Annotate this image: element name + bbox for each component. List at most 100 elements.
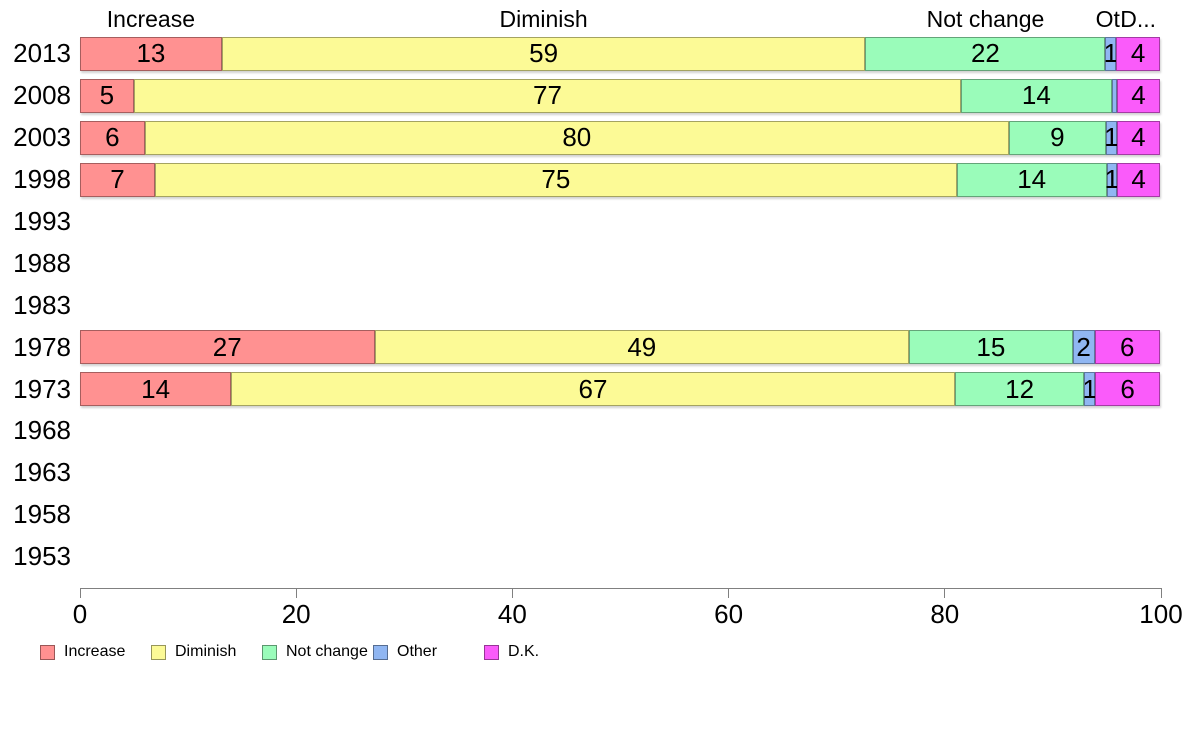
bar-track: 13 59 22 1 4 [80, 36, 1160, 71]
year-label: 1968 [13, 415, 71, 446]
year-label: 1958 [13, 499, 71, 530]
x-axis-tick-label: 20 [281, 599, 311, 629]
legend-swatch-increase [40, 644, 55, 660]
chart-row: 2013 13 59 22 1 4 [0, 33, 1160, 75]
bar-track: 27 49 15 2 6 [80, 330, 1160, 365]
bar-track: 6 80 9 1 4 [80, 120, 1160, 155]
legend-label: Other [397, 643, 438, 660]
bar-segment-other: 1 [1104, 120, 1119, 155]
x-axis-tick [1160, 588, 1162, 598]
bar-segment-other [1111, 78, 1117, 113]
x-axis-tick-label: 60 [714, 599, 744, 629]
bar-segment-diminish: 80 [144, 120, 1009, 155]
legend-item-not-change: Not change [262, 643, 373, 661]
chart-row: 1988 [0, 242, 1160, 284]
x-axis-tick-label: 0 [72, 599, 88, 629]
year-label: 1978 [13, 331, 71, 362]
year-label: 1993 [13, 206, 71, 236]
legend-swatch-d-k- [484, 644, 499, 660]
chart-row: 1983 [0, 284, 1160, 326]
bar-segment-other: 1 [1104, 36, 1118, 71]
bar-segment-d-k-: 4 [1117, 162, 1160, 197]
bar-track [80, 456, 1160, 490]
legend-item-diminish: Diminish [151, 643, 262, 661]
bar-segment-increase: 13 [80, 36, 222, 71]
bar-segment-not-change: 9 [1008, 120, 1106, 155]
bar-segment-diminish: 67 [231, 372, 955, 407]
bar-segment-increase: 6 [80, 120, 145, 155]
year-label: 1988 [13, 247, 71, 278]
bar-track [80, 205, 1160, 239]
bar-segment-diminish: 77 [133, 78, 962, 113]
bar-segment-not-change: 14 [961, 78, 1112, 113]
legend-item-other: Other [373, 643, 484, 661]
legend-item-increase: Increase [40, 643, 151, 661]
bar-segment-other: 2 [1072, 330, 1095, 365]
chart-row: 2008 5 77 14 4 [0, 75, 1160, 117]
legend-swatch-diminish [151, 644, 166, 660]
bar-segment-other: 1 [1083, 372, 1097, 407]
column-header-not-change: Not change [926, 6, 1045, 32]
x-axis-tick-label: 100 [1139, 599, 1183, 629]
bar-segment-d-k-: 6 [1095, 372, 1160, 407]
bar-segment-increase: 14 [80, 372, 232, 407]
chart-row: 1973 14 67 12 1 6 [0, 368, 1160, 410]
bar-segment-increase: 27 [80, 330, 375, 365]
chart-row: 1978 27 49 15 2 6 [0, 326, 1160, 368]
legend-label: Not change [286, 643, 368, 660]
bar-segment-increase: 5 [80, 78, 134, 113]
legend-label: Increase [64, 643, 126, 660]
bar-segment-diminish: 59 [221, 36, 866, 71]
year-label: 1983 [13, 289, 71, 320]
chart-row: 2003 6 80 9 1 4 [0, 117, 1160, 159]
bar-segment-other: 1 [1105, 162, 1119, 197]
column-header-other: Ot. [1095, 6, 1127, 32]
x-axis-tick [944, 588, 946, 598]
chart-row: 1963 [0, 452, 1160, 494]
bar-segment-d-k-: 4 [1116, 78, 1160, 113]
year-label: 1953 [13, 541, 71, 572]
chart-row: 1968 [0, 410, 1160, 452]
bar-segment-diminish: 75 [154, 162, 957, 197]
x-axis: 0 20 40 60 80 100 [73, 588, 1183, 629]
legend: Increase Diminish Not change Other D.K. [40, 643, 595, 661]
x-axis-tick [295, 588, 297, 598]
bar-segment-increase: 7 [80, 162, 155, 197]
year-label: 2013 [13, 38, 71, 69]
bar-track: 7 75 14 1 4 [80, 162, 1160, 197]
year-label: 2003 [13, 122, 71, 153]
chart-row: 1958 [0, 494, 1160, 536]
bar-track [80, 246, 1160, 280]
legend-item-d-k-: D.K. [484, 643, 595, 661]
bar-segment-diminish: 49 [374, 330, 910, 365]
year-label: 1973 [13, 373, 71, 404]
legend-swatch-not-change [262, 644, 277, 660]
bar-segment-not-change: 14 [956, 162, 1107, 197]
x-axis-tick-label: 80 [930, 599, 960, 629]
bar-track [80, 288, 1160, 322]
bar-segment-d-k-: 4 [1116, 36, 1160, 71]
column-headers: Increase Diminish Not change Ot. D... [80, 5, 1160, 33]
bar-track [80, 498, 1160, 532]
bar-track: 14 67 12 1 6 [80, 372, 1160, 407]
bar-segment-not-change: 12 [954, 372, 1085, 407]
column-header-increase: Increase [106, 6, 196, 32]
bar-track [80, 540, 1160, 574]
chart-row: 1953 [0, 536, 1160, 578]
bar-segment-d-k-: 4 [1116, 120, 1160, 155]
x-axis-line [80, 588, 1161, 589]
year-label: 1998 [13, 164, 71, 195]
chart-row: 1993 [0, 201, 1160, 243]
plot-area: 2013 13 59 22 1 4 2008 5 77 14 4 2003 6 80 9 1 4 1998 7 75 1… [0, 33, 1160, 578]
x-axis-tick [728, 588, 730, 598]
bar-segment-not-change: 22 [865, 36, 1106, 71]
x-axis-tick [79, 588, 81, 598]
legend-label: D.K. [508, 643, 540, 660]
x-axis-tick [511, 588, 513, 598]
column-header-d-k-: D... [1120, 6, 1157, 32]
bar-track [80, 414, 1160, 448]
bar-track: 5 77 14 4 [80, 78, 1160, 113]
legend-label: Diminish [175, 643, 237, 660]
column-header-diminish: Diminish [499, 6, 588, 32]
